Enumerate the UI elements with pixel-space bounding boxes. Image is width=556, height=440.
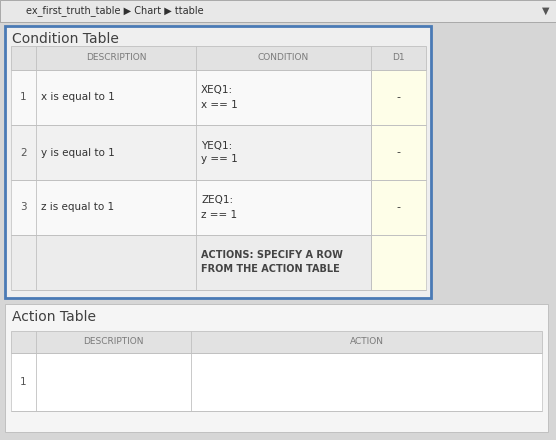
Text: DESCRIPTION: DESCRIPTION — [83, 337, 144, 346]
Bar — [0, 0, 556, 22]
Bar — [11, 70, 371, 125]
Bar — [371, 125, 426, 180]
Text: Action Table: Action Table — [12, 310, 96, 324]
Text: -: - — [396, 92, 400, 103]
Text: z is equal to 1: z is equal to 1 — [41, 202, 114, 213]
Text: 3: 3 — [20, 202, 27, 213]
Text: XEQ1:
x == 1: XEQ1: x == 1 — [201, 85, 238, 110]
Bar — [11, 46, 426, 70]
Text: x is equal to 1: x is equal to 1 — [41, 92, 115, 103]
Text: CONDITION: CONDITION — [258, 54, 309, 62]
Bar — [5, 26, 431, 298]
Text: 1: 1 — [20, 92, 27, 103]
Bar — [11, 235, 371, 290]
Bar — [11, 331, 542, 353]
Text: 1: 1 — [20, 377, 27, 387]
Bar — [11, 125, 371, 180]
Text: ex_first_truth_table ▶ Chart ▶ ttable: ex_first_truth_table ▶ Chart ▶ ttable — [26, 6, 203, 16]
Text: -: - — [396, 202, 400, 213]
Text: YEQ1:
y == 1: YEQ1: y == 1 — [201, 140, 238, 165]
Bar — [5, 304, 548, 432]
Bar — [11, 180, 371, 235]
Text: Condition Table: Condition Table — [12, 32, 119, 46]
Text: -: - — [396, 147, 400, 158]
Bar — [11, 353, 542, 411]
Text: ACTIONS: SPECIFY A ROW
FROM THE ACTION TABLE: ACTIONS: SPECIFY A ROW FROM THE ACTION T… — [201, 250, 343, 275]
Text: ▼: ▼ — [542, 6, 550, 16]
Text: D1: D1 — [392, 54, 405, 62]
Text: 2: 2 — [20, 147, 27, 158]
Bar — [371, 235, 426, 290]
Text: y is equal to 1: y is equal to 1 — [41, 147, 115, 158]
Bar — [371, 70, 426, 125]
Text: DESCRIPTION: DESCRIPTION — [86, 54, 146, 62]
Text: ZEQ1:
z == 1: ZEQ1: z == 1 — [201, 195, 237, 220]
Text: ACTION: ACTION — [350, 337, 384, 346]
Bar — [371, 180, 426, 235]
